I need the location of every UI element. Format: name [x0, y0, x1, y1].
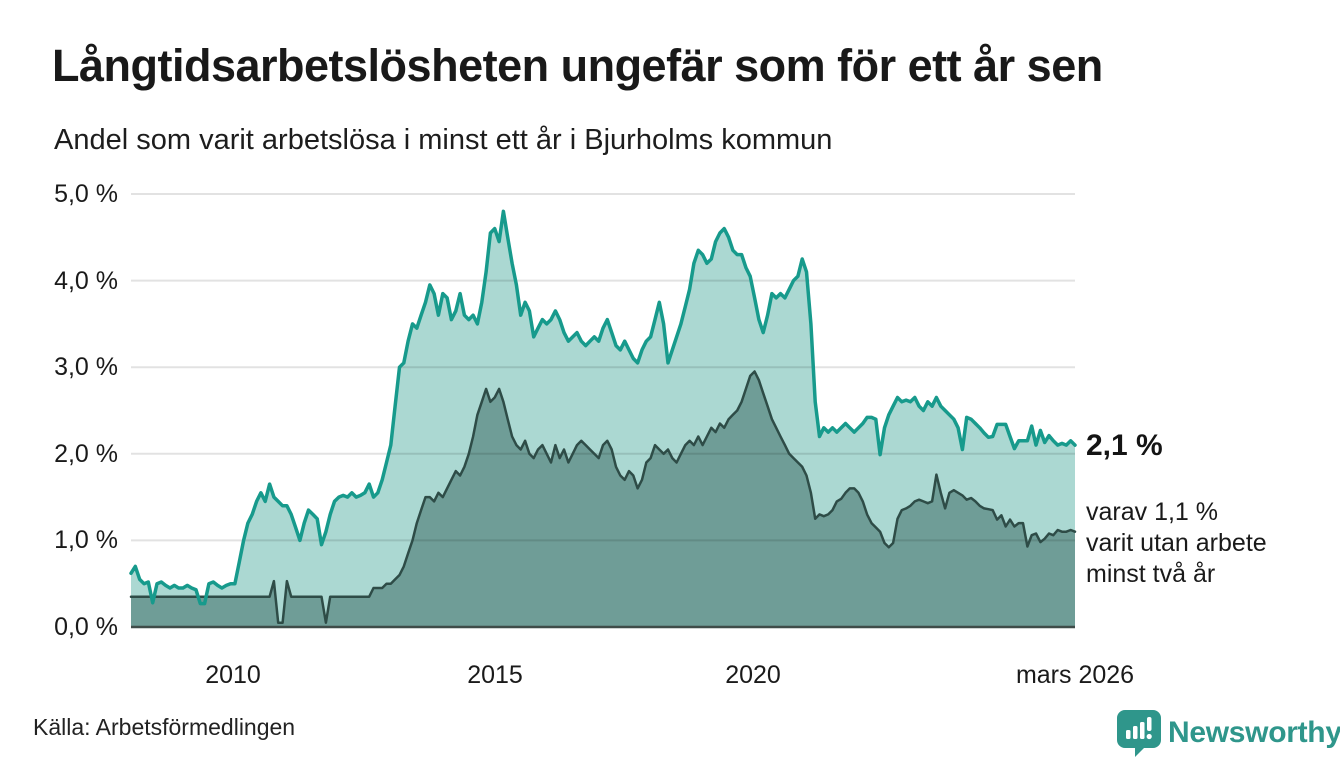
x-tick-2015: 2015 — [467, 661, 523, 689]
y-tick-4: 4,0 % — [54, 267, 118, 295]
secondary-value-line2: varit utan arbete — [1086, 529, 1267, 557]
series-line-1 — [129, 370, 1077, 624]
y-tick-5: 5,0 % — [54, 180, 118, 208]
secondary-value-label: varav 1,1 % varit utan arbete minst två … — [1086, 497, 1267, 590]
x-tick-2010: 2010 — [205, 661, 261, 689]
series-line-0 — [129, 209, 1077, 606]
secondary-value-line1: varav 1,1 % — [1086, 498, 1219, 526]
latest-value-label: 2,1 % — [1086, 429, 1163, 462]
newsworthy-logo-text: Newsworthy — [1168, 716, 1340, 749]
page-title: Långtidsarbetslösheten ungefär som för e… — [52, 40, 1103, 91]
y-tick-3: 3,0 % — [54, 353, 118, 381]
source-note: Källa: Arbetsförmedlingen — [33, 714, 296, 740]
y-tick-0: 0,0 % — [54, 613, 118, 641]
x-tick-latest: mars 2026 — [1015, 661, 1135, 689]
secondary-value-line3: minst två år — [1086, 560, 1216, 588]
y-tick-2: 2,0 % — [54, 440, 118, 468]
y-tick-1: 1,0 % — [54, 526, 118, 554]
chart-subtitle: Andel som varit arbetslösa i minst ett å… — [54, 124, 833, 156]
x-tick-2020: 2020 — [725, 661, 781, 689]
newsworthy-logo-icon — [1117, 710, 1161, 757]
series-area-1 — [131, 371, 1075, 627]
